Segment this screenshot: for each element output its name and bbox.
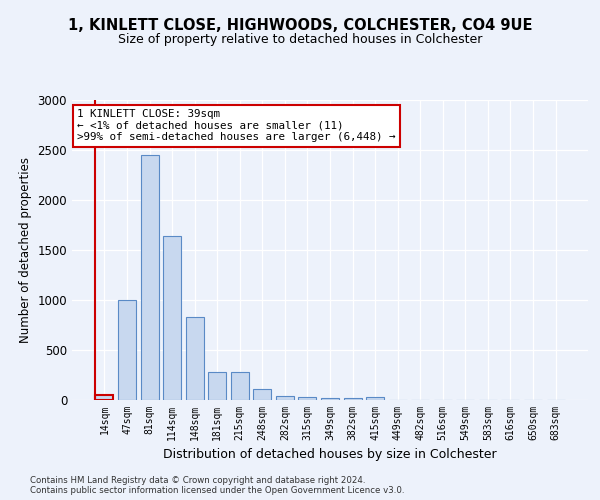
- Bar: [140, 155, 158, 400]
- Text: 1, KINLETT CLOSE, HIGHWOODS, COLCHESTER, CO4 9UE: 1, KINLETT CLOSE, HIGHWOODS, COLCHESTER,…: [68, 18, 532, 32]
- X-axis label: Distribution of detached houses by size in Colchester: Distribution of detached houses by size …: [163, 448, 497, 462]
- Text: Contains public sector information licensed under the Open Government Licence v3: Contains public sector information licen…: [30, 486, 404, 495]
- Text: Contains HM Land Registry data © Crown copyright and database right 2024.: Contains HM Land Registry data © Crown c…: [30, 476, 365, 485]
- Bar: [298, 396, 316, 400]
- Bar: [231, 372, 249, 400]
- Bar: [185, 317, 204, 400]
- Bar: [276, 396, 294, 400]
- Bar: [95, 395, 113, 400]
- Bar: [366, 397, 384, 400]
- Bar: [321, 398, 339, 400]
- Bar: [253, 389, 271, 400]
- Bar: [344, 398, 362, 400]
- Text: Size of property relative to detached houses in Colchester: Size of property relative to detached ho…: [118, 32, 482, 46]
- Y-axis label: Number of detached properties: Number of detached properties: [19, 157, 32, 343]
- Text: 1 KINLETT CLOSE: 39sqm
← <1% of detached houses are smaller (11)
>99% of semi-de: 1 KINLETT CLOSE: 39sqm ← <1% of detached…: [77, 109, 395, 142]
- Bar: [163, 236, 181, 400]
- Bar: [208, 372, 226, 400]
- Bar: [118, 300, 136, 400]
